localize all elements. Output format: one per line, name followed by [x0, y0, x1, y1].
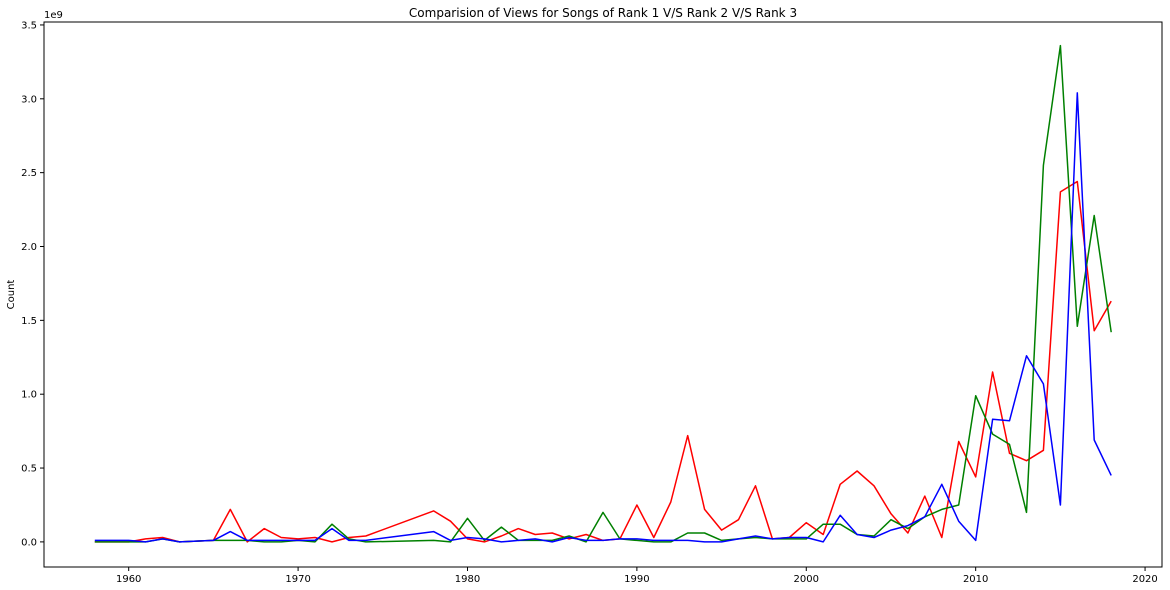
chart-title: Comparision of Views for Songs of Rank 1…: [409, 6, 797, 20]
series-line-rank-3: [94, 92, 1112, 543]
y-axis-multiplier: 1e9: [44, 10, 63, 21]
y-tick-label: 2.0: [21, 242, 37, 253]
y-tick-label: 1.0: [21, 390, 37, 401]
series-line-rank-2: [94, 44, 1112, 543]
plot-frame: [43, 21, 1163, 568]
x-tick-label: 1960: [116, 574, 141, 585]
y-tick-label: 3.0: [21, 94, 37, 105]
x-tick-label: 1980: [455, 574, 480, 585]
x-tick-label: 1990: [624, 574, 649, 585]
x-tick-label: 2000: [794, 574, 819, 585]
x-tick-label: 1970: [285, 574, 310, 585]
y-tick-label: 1.5: [21, 316, 37, 327]
y-axis-label: Count: [6, 280, 17, 310]
series-line-rank-1: [94, 180, 1112, 543]
ticks-layer: 1960 1970 1980 1990 2000 2010 2020 0.0 0.5 1.0 1.5…: [21, 20, 1158, 585]
series-layer: [94, 44, 1112, 543]
y-tick-label: 3.5: [21, 20, 37, 31]
y-tick-label: 0.0: [21, 537, 37, 548]
x-tick-label: 2020: [1132, 574, 1157, 585]
y-tick-label: 0.5: [21, 464, 37, 475]
y-tick-label: 2.5: [21, 168, 37, 179]
x-tick-label: 2010: [963, 574, 988, 585]
